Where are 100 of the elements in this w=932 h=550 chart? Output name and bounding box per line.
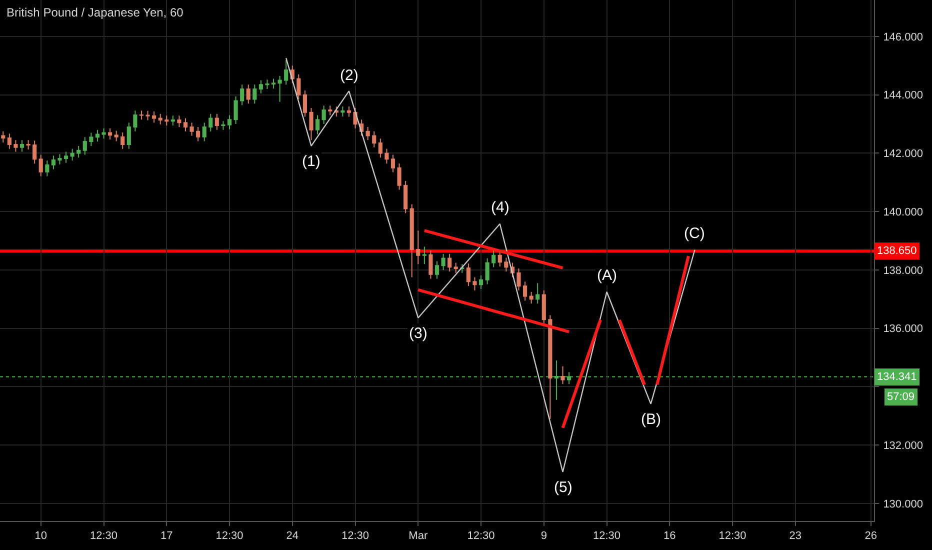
candlestick: [246, 84, 250, 104]
x-tick-label: 26: [864, 530, 877, 542]
candlestick: [221, 120, 226, 130]
candlestick: [416, 230, 420, 265]
candlestick: [296, 74, 301, 100]
candlestick: [309, 107, 314, 141]
candlestick: [139, 110, 144, 120]
candlestick: [258, 80, 263, 94]
annotation: (4): [491, 199, 510, 216]
candlestick: [504, 257, 508, 272]
candlestick: [64, 151, 68, 164]
candlestick: [208, 113, 213, 132]
y-tick-label: 144.000: [883, 90, 923, 102]
annotation: (B): [641, 411, 661, 428]
x-tick-label: 9: [540, 530, 547, 542]
candlestick: [378, 138, 382, 158]
candlestick: [146, 110, 150, 121]
candlestick: [14, 140, 18, 152]
text: 57:09: [887, 391, 915, 403]
y-tick-label: 140.000: [883, 206, 923, 218]
candlestick: [120, 132, 125, 150]
candlestick: [114, 130, 118, 142]
candlestick: [434, 260, 440, 280]
candlestick: [95, 129, 100, 142]
candlestick: [422, 246, 426, 265]
candlestick: [76, 145, 81, 158]
candlestick: [89, 132, 94, 146]
candlestick: [234, 96, 238, 125]
candlestick: [183, 118, 188, 132]
candlestick: [454, 262, 458, 274]
candlestick: [202, 122, 206, 142]
x-tick-label: 12:30: [341, 530, 370, 542]
x-tick-label: 12:30: [718, 530, 746, 542]
y-tick-label: 138.000: [883, 264, 923, 277]
candlestick: [404, 180, 408, 214]
candlestick: [190, 122, 194, 136]
candlestick: [152, 111, 156, 124]
candlestick: [372, 130, 376, 148]
candlestick: [485, 258, 490, 285]
candlestick: [516, 268, 521, 291]
candlestick: [70, 148, 74, 162]
candlestick: [548, 314, 552, 420]
text: British Pound / Japanese Yen, 60: [6, 6, 184, 20]
candlestick: [536, 282, 540, 304]
x-tick-label: 16: [664, 530, 676, 542]
candlestick: [428, 250, 433, 280]
ref-line-label: 138.650: [877, 245, 917, 257]
candlestick: [472, 276, 477, 291]
candlestick: [58, 154, 62, 165]
ref-line-label: 134.341: [877, 371, 917, 383]
candlestick: [26, 140, 30, 150]
candlestick: [397, 162, 402, 190]
y-tick-label: 136.000: [883, 323, 923, 336]
candlestick: [164, 115, 169, 126]
candlestick: [302, 90, 307, 118]
candlestick: [466, 263, 470, 287]
candlestick: [522, 281, 528, 302]
x-tick-label: Mar: [408, 530, 428, 542]
candlestick: [384, 148, 389, 164]
candlestick: [126, 122, 131, 150]
candlestick: [529, 291, 534, 304]
x-tick-label: 10: [34, 530, 47, 542]
candlestick: [170, 115, 175, 126]
candlestick: [542, 290, 546, 324]
candlestick: [315, 114, 320, 135]
candlestick: [366, 126, 370, 141]
candlestick: [498, 250, 502, 267]
candlestick: [1, 130, 6, 143]
candlestick: [410, 204, 414, 278]
candlestick: [346, 106, 352, 118]
candlestick: [20, 140, 24, 152]
candlestick: [322, 105, 326, 125]
candlestick: [252, 84, 257, 104]
candlestick: [177, 115, 182, 128]
x-tick-label: 12:30: [467, 530, 495, 542]
candlestick: [492, 248, 496, 268]
candlestick: [448, 253, 452, 272]
annotation: (C): [684, 225, 705, 242]
candlestick: [441, 253, 446, 270]
annotation: (2): [340, 67, 358, 84]
candlestick: [478, 275, 484, 290]
candlestick: [133, 110, 138, 132]
x-tick-label: 12:30: [593, 530, 621, 542]
candlestick: [240, 84, 244, 106]
candlestick: [227, 114, 232, 130]
candlestick: [158, 113, 162, 125]
candlestick: [328, 105, 332, 116]
candlestick: [271, 78, 276, 89]
candlestick: [278, 75, 282, 102]
candlestick: [38, 154, 43, 177]
annotation: (3): [409, 325, 428, 342]
candlestick: [460, 264, 464, 274]
candlestick: [82, 136, 87, 156]
y-tick-label: 142.000: [883, 148, 923, 160]
annotation: (A): [597, 267, 617, 284]
candlestick: [560, 366, 565, 385]
candlestick: [7, 133, 12, 150]
candlestick: [390, 154, 396, 173]
candlestick: [102, 128, 106, 140]
candlestick: [51, 155, 56, 170]
